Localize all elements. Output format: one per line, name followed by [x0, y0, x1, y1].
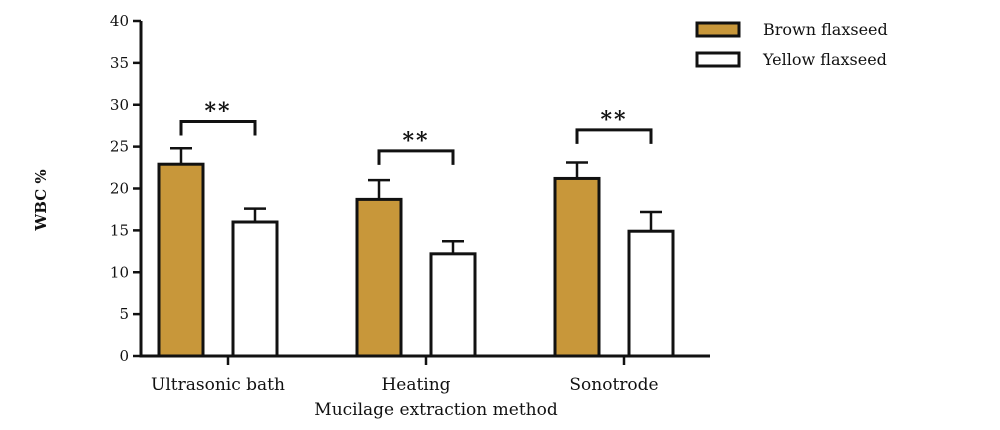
y-tick-label: 35: [110, 54, 129, 72]
y-tick-label: 25: [110, 138, 129, 156]
significance-label: **: [402, 128, 429, 154]
bar-yellow: [429, 252, 477, 358]
bar-yellow: [231, 220, 279, 358]
legend-label: Brown flaxseed: [763, 20, 888, 39]
y-tick-label: 30: [110, 96, 129, 114]
x-tick-label: Ultrasonic bath: [151, 375, 285, 395]
significance-bracket: [179, 120, 257, 136]
legend-label: Yellow flaxseed: [762, 50, 887, 69]
y-tick-label: 10: [110, 263, 129, 281]
bar-brown: [553, 176, 601, 358]
significance-label: **: [204, 99, 231, 125]
significance-label: **: [600, 107, 627, 133]
y-tick-label: 40: [110, 12, 129, 30]
x-tick-label: Heating: [381, 375, 450, 395]
bar-brown: [355, 197, 403, 358]
legend-swatch-brown: [695, 21, 741, 38]
y-tick-label: 0: [119, 347, 129, 365]
legend-swatch-yellow: [695, 51, 741, 68]
y-tick-label: 15: [110, 221, 129, 239]
bar-yellow: [627, 229, 675, 358]
y-axis-title: WBC %: [32, 169, 50, 231]
significance-bracket: [377, 149, 455, 165]
bar-brown: [157, 162, 205, 358]
x-axis-title: Mucilage extraction method: [314, 400, 558, 420]
x-tick-label: Sonotrode: [569, 375, 658, 395]
significance-bracket: [575, 128, 653, 144]
y-tick-label: 20: [110, 180, 129, 198]
y-tick-label: 5: [119, 305, 129, 323]
